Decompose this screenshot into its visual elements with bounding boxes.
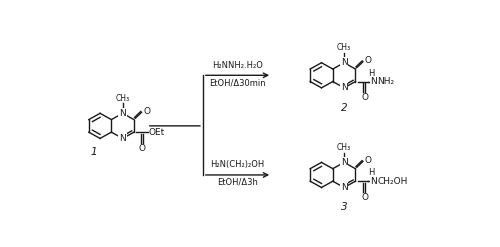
Text: CH₃: CH₃ — [337, 143, 351, 152]
Text: O: O — [362, 193, 368, 202]
Text: EtOH/Δ3h: EtOH/Δ3h — [217, 178, 258, 186]
Text: H₂N(CH₂)₂OH: H₂N(CH₂)₂OH — [210, 160, 264, 169]
Text: CH₃: CH₃ — [337, 43, 351, 52]
Text: O: O — [138, 144, 145, 153]
Text: OEt: OEt — [148, 128, 165, 137]
Text: 2: 2 — [341, 103, 347, 113]
Text: H: H — [368, 168, 374, 177]
Text: O: O — [365, 156, 372, 165]
Text: EtOH/Δ30min: EtOH/Δ30min — [209, 78, 266, 87]
Text: N: N — [370, 77, 377, 86]
Text: N: N — [370, 177, 377, 186]
Text: N: N — [340, 83, 347, 92]
Text: N: N — [340, 58, 347, 67]
Text: 1: 1 — [91, 147, 98, 157]
Text: O: O — [362, 93, 368, 102]
Text: CH₂OH: CH₂OH — [378, 177, 408, 186]
Text: N: N — [120, 109, 126, 118]
Text: NH₂: NH₂ — [378, 77, 394, 86]
Text: O: O — [144, 107, 150, 116]
Text: N: N — [340, 158, 347, 167]
Text: H₂NNH₂.H₂O: H₂NNH₂.H₂O — [212, 61, 262, 70]
Text: N: N — [120, 134, 126, 143]
Text: CH₃: CH₃ — [116, 94, 130, 103]
Text: H: H — [368, 69, 374, 78]
Text: 3: 3 — [341, 202, 347, 212]
Text: N: N — [340, 183, 347, 192]
Text: O: O — [365, 56, 372, 65]
